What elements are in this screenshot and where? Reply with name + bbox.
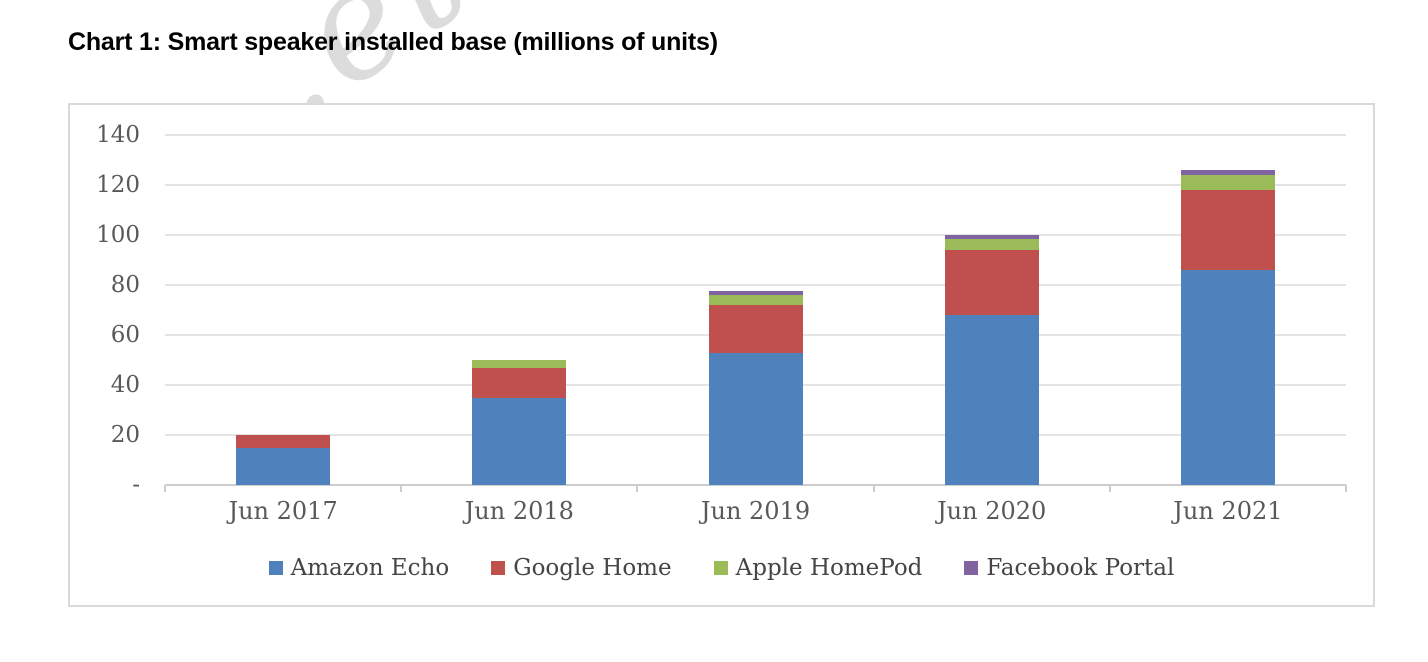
legend-label-amazon-echo: Amazon Echo — [290, 555, 450, 581]
y-axis-label-120: 120 — [96, 172, 140, 198]
bar-segment-apple-homepod — [1180, 175, 1275, 190]
x-axis-label-jun-2020: Jun 2020 — [937, 497, 1047, 525]
legend-swatch-apple-homepod — [713, 561, 728, 575]
bar-jun-2020 — [944, 235, 1039, 485]
y-axis-label-80: 80 — [110, 272, 140, 298]
bar-segment-amazon-echo — [944, 315, 1039, 485]
gridline-80 — [165, 284, 1346, 286]
category-axis-line — [165, 484, 1346, 486]
x-axis-label-jun-2018: Jun 2018 — [464, 497, 574, 525]
bar-jun-2019 — [708, 291, 803, 485]
x-axis-label-jun-2021: Jun 2021 — [1173, 497, 1283, 525]
plot-area — [164, 134, 1347, 492]
axis-tick-mark — [636, 485, 639, 492]
bar-jun-2018 — [472, 360, 567, 485]
bar-segment-google-home — [236, 435, 331, 448]
legend-label-google-home: Google Home — [513, 555, 672, 581]
axis-tick-mark — [872, 485, 875, 492]
y-axis-label-100: 100 — [96, 222, 140, 248]
y-axis-label-20: 20 — [110, 422, 140, 448]
legend: Amazon Echo Google Home Apple HomePod Faceb… — [70, 555, 1373, 581]
y-axis-label-0: - — [132, 472, 140, 498]
bar-segment-facebook-portal — [944, 235, 1039, 239]
bar-segment-facebook-portal — [1180, 170, 1275, 175]
chart-frame: 140 120 100 80 60 40 20 - Jun 2017 Jun 2018 Jun 2… — [68, 103, 1375, 607]
bar-segment-google-home — [944, 250, 1039, 315]
axis-tick-mark — [164, 485, 166, 492]
x-axis-label-jun-2017: Jun 2017 — [228, 497, 338, 525]
bar-segment-apple-homepod — [708, 295, 803, 305]
bar-segment-google-home — [708, 305, 803, 353]
legend-swatch-google-home — [491, 561, 506, 575]
legend-label-facebook-portal: Facebook Portal — [986, 555, 1175, 581]
bar-segment-facebook-portal — [708, 291, 803, 295]
bar-segment-amazon-echo — [236, 447, 331, 485]
legend-item-google-home: Google Home — [491, 555, 672, 581]
bar-segment-google-home — [1180, 190, 1275, 270]
gridline-100 — [165, 234, 1346, 236]
legend-item-apple-homepod: Apple HomePod — [713, 555, 923, 581]
y-axis-label-140: 140 — [96, 122, 140, 148]
gridline-120 — [165, 184, 1346, 186]
axis-tick-mark — [1345, 485, 1347, 492]
gridline-140 — [165, 134, 1346, 136]
bar-segment-google-home — [472, 367, 567, 398]
y-axis-label-40: 40 — [110, 372, 140, 398]
x-axis-label-jun-2019: Jun 2019 — [700, 497, 811, 525]
bar-jun-2021 — [1180, 170, 1275, 485]
legend-label-apple-homepod: Apple HomePod — [735, 555, 923, 581]
legend-item-facebook-portal: Facebook Portal — [964, 555, 1174, 581]
bar-segment-amazon-echo — [708, 352, 803, 485]
axis-tick-mark — [400, 485, 403, 492]
bar-segment-apple-homepod — [472, 360, 567, 368]
legend-item-amazon-echo: Amazon Echo — [268, 555, 450, 581]
chart-title: Chart 1: Smart speaker installed base (m… — [68, 28, 718, 56]
bar-segment-amazon-echo — [1180, 270, 1275, 485]
y-axis-label-60: 60 — [110, 322, 140, 348]
legend-swatch-amazon-echo — [268, 561, 283, 575]
axis-tick-mark — [1108, 485, 1111, 492]
bar-segment-amazon-echo — [472, 397, 567, 485]
legend-swatch-facebook-portal — [964, 561, 979, 575]
bar-jun-2017 — [236, 435, 331, 485]
bar-segment-apple-homepod — [944, 238, 1039, 250]
